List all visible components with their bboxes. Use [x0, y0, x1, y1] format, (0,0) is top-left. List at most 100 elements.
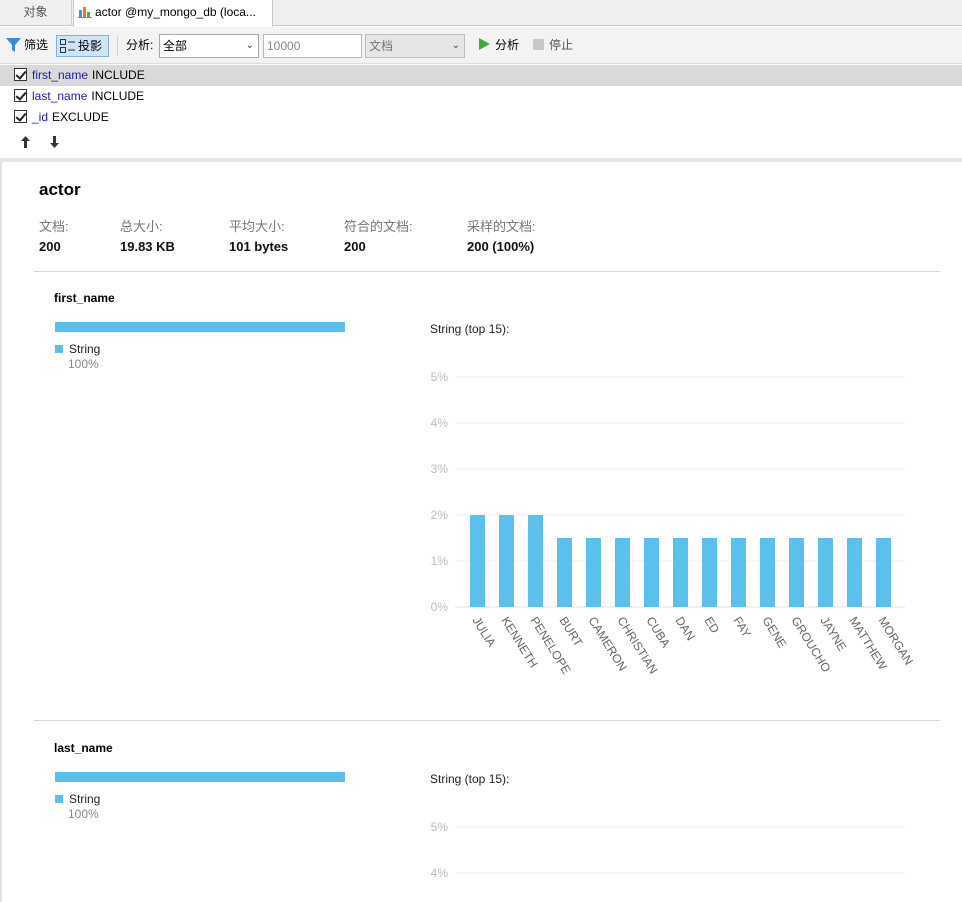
chart-icon — [78, 7, 92, 18]
projection-row[interactable]: _id EXCLUDE — [0, 107, 962, 128]
stat-sampled-docs: 采样的文档: 200 (100%) — [467, 216, 536, 254]
analyze-label: 分析: — [126, 38, 154, 52]
legend-type: String — [69, 792, 101, 806]
bar — [760, 538, 775, 607]
toolbar-divider — [117, 36, 118, 56]
projection-field[interactable]: _id — [32, 110, 49, 124]
tab-actor-label: actor @my_mongo_db (loca... — [95, 5, 256, 19]
stat-documents: 文档: 200 — [39, 216, 69, 254]
bar — [470, 515, 485, 607]
projection-row[interactable]: last_name INCLUDE — [0, 86, 962, 107]
projection-row[interactable]: first_name INCLUDE — [0, 65, 962, 86]
divider — [34, 271, 940, 272]
divider — [34, 720, 940, 721]
type-legend: String 100% — [55, 792, 100, 821]
arrow-up-icon[interactable] — [20, 136, 31, 148]
splitter[interactable] — [0, 158, 962, 162]
toolbar: 筛选 投影 分析: 全部 ⌄ 文档 ⌄ 分析 停止 — [0, 27, 962, 64]
project-label: 投影 — [78, 39, 103, 53]
legend-swatch — [55, 795, 63, 803]
stat-avg-size: 平均大小: 101 bytes — [229, 216, 288, 254]
run-label: 分析 — [495, 38, 520, 52]
stat-value: 19.83 KB — [120, 239, 175, 254]
stop-label: 停止 — [549, 38, 574, 52]
legend-swatch — [55, 345, 63, 353]
arrow-down-icon[interactable] — [49, 136, 60, 148]
projection-mode: INCLUDE — [91, 89, 145, 103]
projection-list: first_name INCLUDE last_name INCLUDE _id EX… — [0, 64, 962, 158]
stat-value: 101 bytes — [229, 239, 289, 254]
y-tick-label: 1% — [431, 554, 449, 568]
y-tick-label: 2% — [431, 508, 449, 522]
projection-icon — [60, 39, 75, 53]
chevron-down-icon: ⌄ — [451, 40, 460, 51]
bar — [586, 538, 601, 607]
legend-type: String — [69, 342, 101, 356]
bar — [876, 538, 891, 607]
stop-icon — [533, 39, 544, 50]
bar — [847, 538, 862, 607]
y-tick-label: 3% — [431, 462, 449, 476]
chart-title: String (top 15): — [430, 322, 510, 336]
stat-label: 文档: — [39, 219, 69, 234]
filter-label: 筛选 — [24, 38, 49, 52]
stat-matched-docs: 符合的文档: 200 — [344, 216, 413, 254]
checkbox[interactable] — [14, 110, 27, 123]
tab-bar: 对象 actor @my_mongo_db (loca... — [0, 0, 962, 27]
scope-select-value: 全部 — [163, 39, 188, 53]
type-distribution-bar — [55, 322, 345, 332]
filter-button[interactable]: 筛选 — [6, 35, 48, 57]
projection-mode: EXCLUDE — [52, 110, 109, 124]
run-analyze-button[interactable]: 分析 — [479, 35, 519, 57]
stat-value: 200 — [344, 239, 366, 254]
type-distribution-bar — [55, 772, 345, 782]
scope-select[interactable]: 全部 ⌄ — [159, 34, 259, 58]
stat-label: 总大小: — [120, 219, 163, 234]
type-legend: String 100% — [55, 342, 100, 371]
y-tick-label: 4% — [431, 416, 449, 430]
stat-total-size: 总大小: 19.83 KB — [120, 216, 175, 254]
y-tick-label: 4% — [431, 866, 449, 880]
projection-field[interactable]: first_name — [32, 68, 89, 82]
bar — [789, 538, 804, 607]
projection-mode: INCLUDE — [92, 68, 145, 82]
project-button[interactable]: 投影 — [56, 35, 109, 57]
checkbox[interactable] — [14, 68, 27, 81]
mode-select[interactable]: 文档 ⌄ — [365, 34, 465, 58]
bar — [557, 538, 572, 607]
field-name: first_name — [54, 291, 115, 305]
collection-title: actor — [39, 180, 81, 199]
stat-value: 200 — [39, 239, 61, 254]
y-tick-label: 0% — [431, 600, 449, 614]
bar — [528, 515, 543, 607]
stat-label: 平均大小: — [229, 219, 285, 234]
tab-actor[interactable]: actor @my_mongo_db (loca... — [73, 0, 273, 27]
stop-button[interactable]: 停止 — [533, 35, 573, 57]
bar — [644, 538, 659, 607]
legend-percent: 100% — [68, 807, 99, 821]
bar — [499, 515, 514, 607]
bar — [702, 538, 717, 607]
chart-title: String (top 15): — [430, 772, 510, 786]
projection-field[interactable]: last_name — [32, 89, 88, 103]
checkbox[interactable] — [14, 89, 27, 102]
bar — [673, 538, 688, 607]
legend-percent: 100% — [68, 357, 99, 371]
stat-label: 采样的文档: — [467, 219, 536, 234]
y-tick-label: 5% — [431, 370, 449, 384]
bar — [818, 538, 833, 607]
play-icon — [479, 38, 490, 50]
y-tick-label: 5% — [431, 820, 449, 834]
stat-value: 200 (100%) — [467, 239, 535, 254]
tab-objects[interactable]: 对象 — [0, 0, 72, 26]
filter-icon — [6, 38, 21, 52]
chevron-down-icon: ⌄ — [245, 40, 254, 51]
stat-label: 符合的文档: — [344, 219, 413, 234]
mode-select-value: 文档 — [369, 39, 394, 53]
bar — [615, 538, 630, 607]
field-name: last_name — [54, 741, 113, 755]
limit-input[interactable] — [263, 34, 362, 58]
bar — [731, 538, 746, 607]
